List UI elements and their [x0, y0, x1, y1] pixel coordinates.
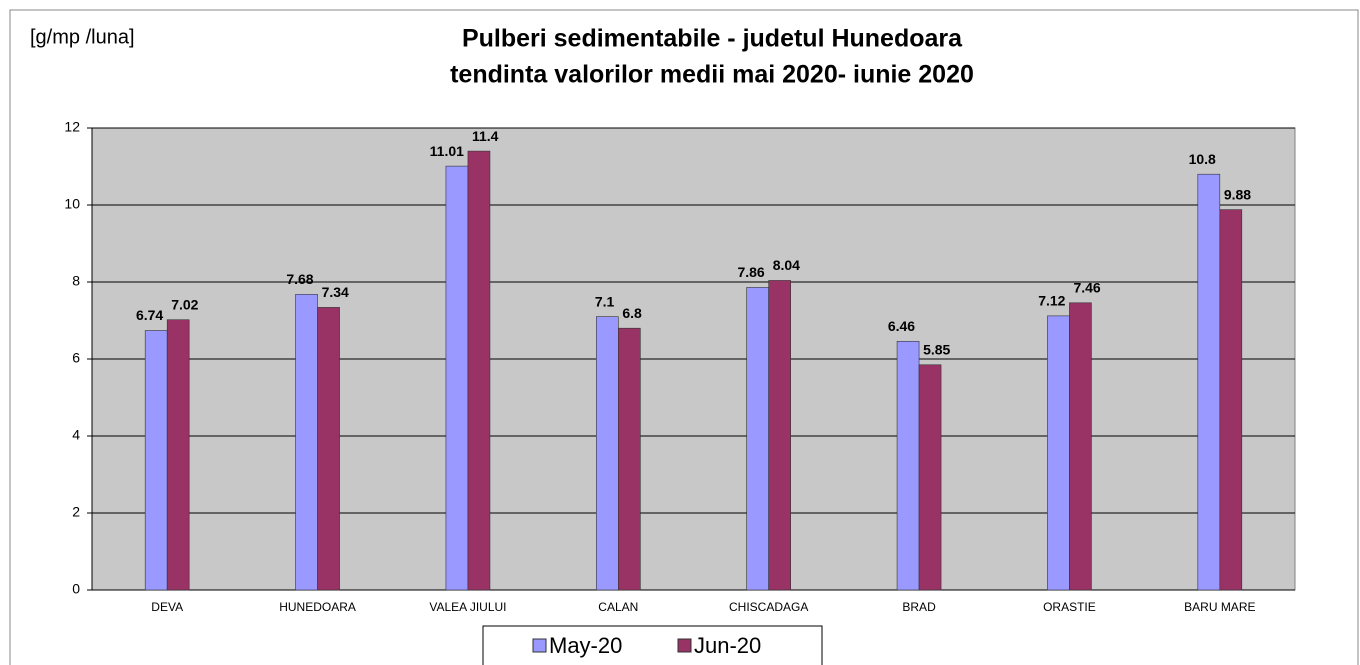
data-label: 8.04 — [773, 257, 800, 273]
data-label: 6.8 — [622, 305, 642, 321]
data-label: 7.12 — [1038, 293, 1065, 309]
y-tick-label: 10 — [64, 196, 80, 212]
bar — [918, 364, 942, 591]
x-tick-label: BRAD — [902, 600, 936, 614]
bar — [445, 165, 469, 591]
x-tick-label: CHISCADAGA — [729, 600, 808, 614]
bar — [317, 307, 340, 591]
data-label: 7.86 — [737, 264, 764, 280]
bar — [896, 340, 920, 591]
data-label: 11.01 — [430, 143, 464, 159]
bar — [618, 327, 641, 591]
data-label: 7.02 — [171, 296, 198, 312]
bar — [1047, 315, 1070, 591]
y-tick-label: 6 — [72, 350, 80, 366]
y-tick-label: 12 — [64, 119, 80, 135]
bar — [1069, 302, 1092, 591]
data-label: 7.1 — [595, 293, 615, 309]
data-label: 11.4 — [472, 128, 499, 144]
y-tick-label: 2 — [72, 504, 80, 520]
bar — [295, 294, 318, 591]
bar — [144, 330, 168, 591]
data-label: 7.34 — [322, 284, 349, 300]
x-tick-label: CALAN — [598, 600, 638, 614]
data-label: 5.85 — [923, 341, 950, 357]
legend-label: May-20 — [549, 633, 622, 658]
y-tick-label: 4 — [72, 427, 80, 443]
data-label: 9.88 — [1224, 186, 1251, 202]
chart-title: Pulberi sedimentabile - judetul Hunedoar… — [462, 25, 963, 53]
data-label: 7.68 — [286, 271, 313, 287]
bar — [1197, 173, 1221, 591]
bar — [1219, 209, 1243, 591]
legend-label: Jun-20 — [694, 633, 761, 658]
data-label: 6.46 — [888, 318, 915, 334]
data-label: 6.74 — [136, 307, 163, 323]
data-label: 10.8 — [1189, 151, 1216, 167]
x-tick-label: ORASTIE — [1043, 600, 1096, 614]
legend-swatch — [532, 638, 547, 653]
y-tick-label: 0 — [72, 581, 80, 597]
bar — [596, 316, 619, 591]
data-label: 7.46 — [1073, 279, 1100, 295]
x-tick-label: HUNEDOARA — [279, 600, 356, 614]
bar — [467, 150, 491, 591]
y-axis-label: [g/mp /luna] — [30, 26, 135, 48]
bar — [768, 280, 791, 591]
y-tick-label: 8 — [72, 273, 80, 289]
x-tick-label: DEVA — [151, 600, 183, 614]
x-tick-label: BARU MARE — [1184, 600, 1255, 614]
chart-title: tendinta valorilor medii mai 2020- iunie… — [450, 61, 974, 89]
legend-swatch — [677, 638, 692, 653]
bar — [166, 319, 190, 591]
bar — [746, 287, 769, 591]
x-tick-label: VALEA JIULUI — [429, 600, 506, 614]
